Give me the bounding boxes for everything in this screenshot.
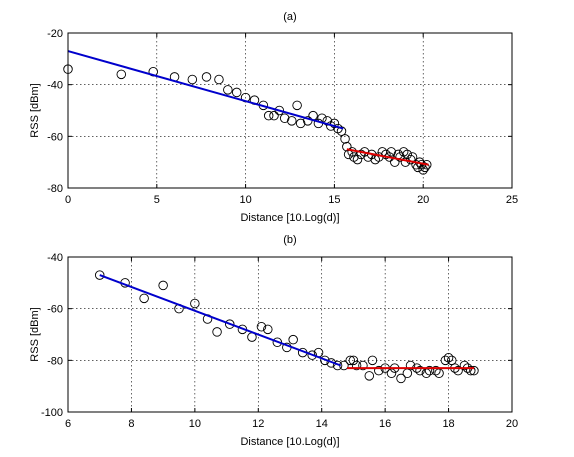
fit-line-red (346, 148, 429, 166)
x-tick-label: 0 (65, 194, 71, 206)
data-point (402, 149, 412, 160)
data-point (398, 147, 409, 157)
data-point (263, 324, 273, 335)
x-tick-label: 10 (189, 418, 201, 430)
axes-frame (67, 32, 513, 189)
data-point (256, 322, 267, 332)
data-point (279, 113, 290, 123)
x-tick-label: 12 (252, 418, 264, 430)
data-point (345, 355, 356, 366)
data-point (386, 147, 396, 157)
data-point (352, 154, 363, 165)
data-point (364, 371, 375, 381)
y-tick-label: -80 (47, 355, 63, 367)
x-tick-label: 25 (506, 194, 518, 206)
data-point (303, 116, 313, 126)
data-point (348, 355, 359, 366)
data-point (374, 365, 384, 376)
y-tick-label: -40 (47, 80, 63, 92)
data-point (224, 319, 235, 329)
data-point (231, 87, 242, 98)
x-tick-label: 8 (128, 418, 134, 430)
x-tick-label: 15 (328, 194, 340, 206)
data-point (190, 298, 200, 309)
data-point (263, 110, 274, 121)
data-point (322, 116, 333, 126)
x-tick-label: 20 (506, 418, 518, 430)
y-tick-label: -20 (47, 28, 63, 40)
x-tick-label: 20 (417, 194, 429, 206)
x-tick-label: 5 (154, 194, 160, 206)
y-axis-label: RSS [dBm] (29, 83, 41, 137)
data-point (295, 118, 306, 129)
x-axis-label: Distance [10.Log(d)] (240, 212, 339, 224)
data-point (329, 118, 340, 129)
data-point (396, 373, 406, 384)
data-point (214, 74, 224, 85)
data-point (453, 365, 463, 376)
data-point (466, 365, 476, 376)
data-point (269, 110, 279, 121)
data-point (139, 293, 149, 304)
data-point (424, 365, 435, 376)
data-point (459, 360, 470, 371)
data-point (440, 355, 451, 366)
data-point (358, 360, 368, 371)
data-point (443, 353, 454, 363)
y-tick-label: -80 (47, 183, 63, 195)
chart-panel-b: 6 8 10 12 14 16 18 20 -40 -60 -80 -100 (b) Distance [… (29, 234, 518, 448)
data-point (332, 360, 343, 371)
y-tick-label: -100 (41, 407, 63, 419)
axes-frame (67, 256, 513, 413)
data-point (307, 350, 317, 360)
y-axis-label: RSS [dBm] (29, 307, 41, 361)
data-point (349, 152, 359, 162)
fit-line-blue (99, 274, 342, 367)
y-tick-label: -60 (47, 131, 63, 143)
x-tick-label: 14 (316, 418, 328, 430)
y-tick-label: -40 (47, 252, 63, 264)
x-tick-label: 18 (442, 418, 454, 430)
chart-panel-a: 0 5 10 15 20 25 -20 -40 -60 -80 (a) Distance [10.Lo… (29, 11, 518, 224)
data-point (342, 141, 352, 152)
data-point (415, 365, 425, 376)
data-point (418, 165, 428, 175)
data-point (212, 327, 222, 337)
data-point (469, 365, 479, 376)
x-axis-label: Distance [10.Log(d)] (240, 436, 339, 448)
data-point (223, 85, 233, 95)
data-point (395, 152, 405, 162)
chart-title: (b) (283, 234, 296, 246)
data-point (292, 100, 302, 111)
data-point (187, 74, 198, 85)
fit-line-blue (67, 50, 344, 130)
data-point (422, 159, 432, 170)
data-point (287, 116, 297, 126)
data-point (356, 149, 366, 160)
data-point (367, 355, 378, 366)
chart-title: (a) (283, 11, 296, 23)
data-point (420, 162, 430, 173)
data-point (381, 149, 391, 160)
data-point (116, 69, 127, 80)
data-point (336, 126, 347, 136)
data-point (272, 337, 283, 348)
data-point (351, 360, 362, 371)
x-tick-label: 10 (239, 194, 251, 206)
plot-area (68, 257, 512, 412)
data-point (411, 159, 421, 170)
data-point (431, 365, 441, 376)
data-point (288, 334, 298, 345)
x-tick-label: 6 (65, 418, 71, 430)
data-point (405, 360, 416, 371)
x-tick-label: 16 (379, 418, 391, 430)
plot-area (68, 33, 512, 188)
data-point (340, 134, 350, 144)
data-point (201, 72, 212, 82)
data-point (158, 280, 168, 291)
data-point (94, 270, 105, 280)
data-point (274, 105, 285, 116)
y-tick-label: -60 (47, 304, 63, 316)
